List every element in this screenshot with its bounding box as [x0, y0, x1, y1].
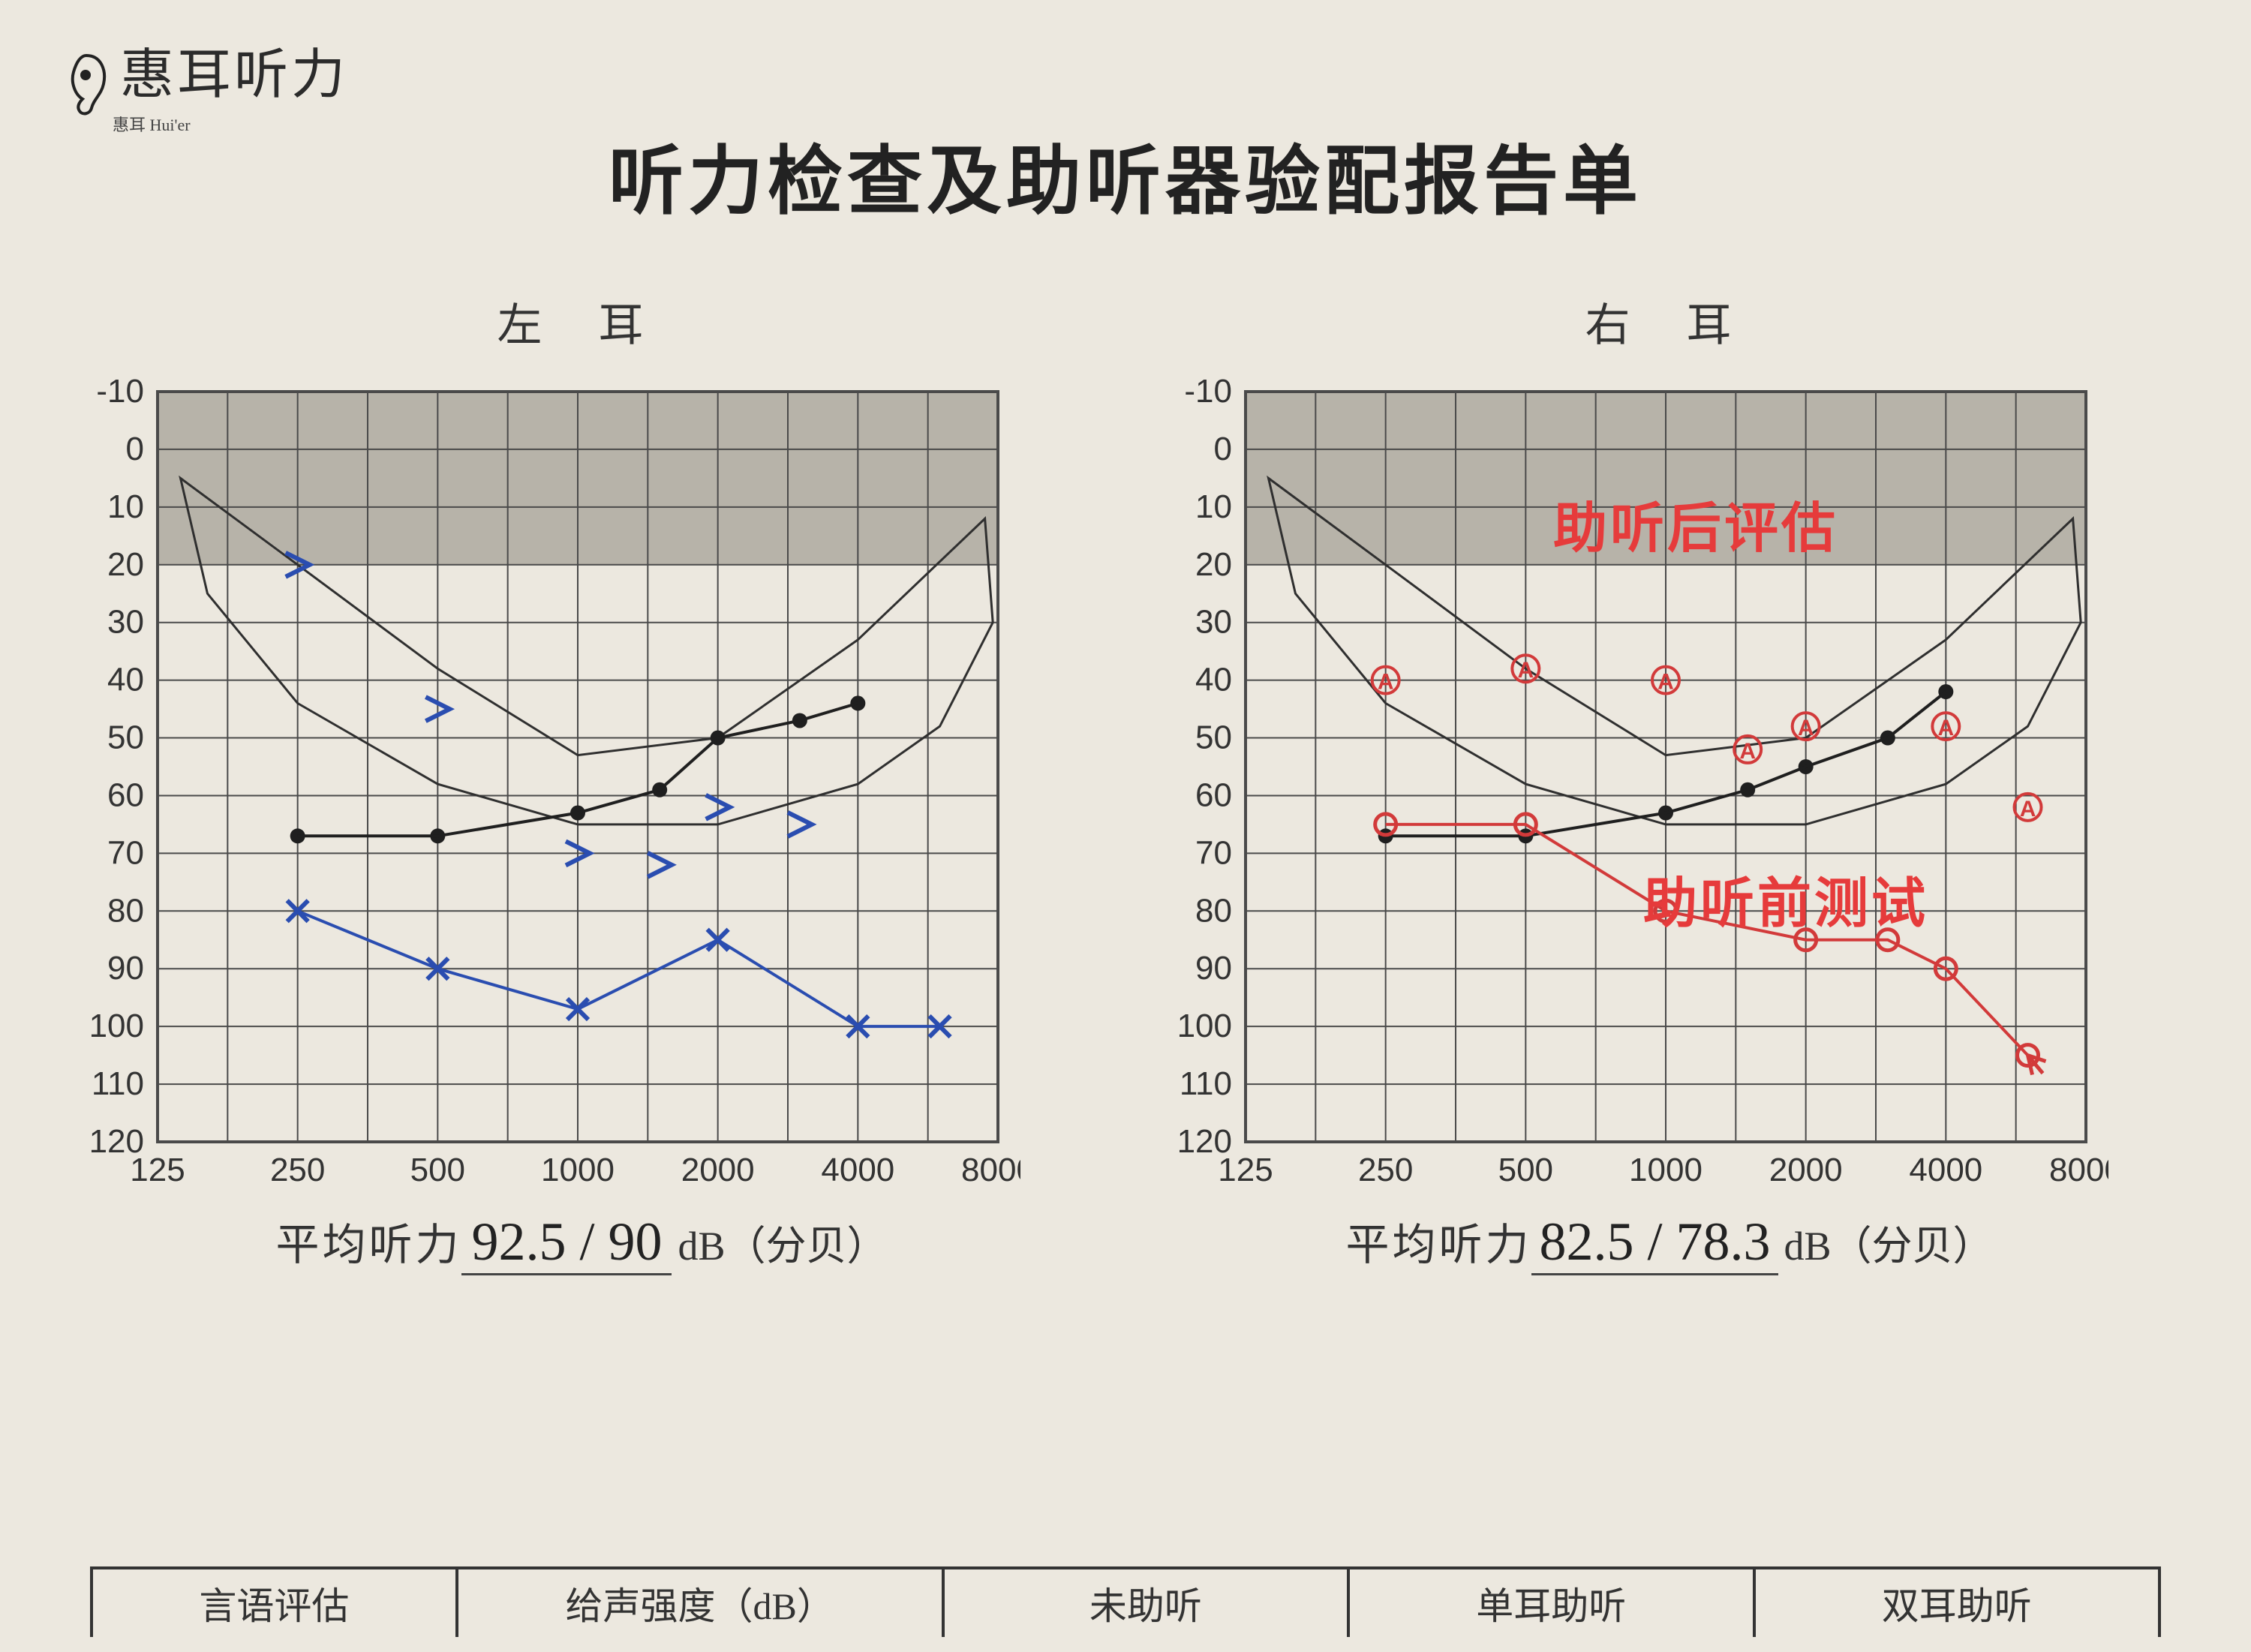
svg-text:10: 10	[107, 488, 144, 525]
hdr-0: 言语评估	[93, 1569, 458, 1637]
svg-text:2000: 2000	[1769, 1152, 1843, 1187]
left-gt-marks	[286, 553, 812, 877]
right-avg-value: 82.5 / 78.3	[1531, 1211, 1778, 1275]
svg-text:4000: 4000	[1909, 1152, 1982, 1187]
svg-text:A: A	[1739, 739, 1756, 764]
brand-sub: 惠耳 Hui'er	[113, 112, 348, 136]
hdr-4: 双耳助听	[1756, 1569, 2158, 1637]
svg-text:8000: 8000	[2049, 1152, 2108, 1187]
svg-text:125: 125	[130, 1152, 185, 1187]
svg-text:250: 250	[1358, 1152, 1413, 1187]
svg-text:20: 20	[1195, 546, 1232, 583]
bottom-headers: 言语评估 给声强度（dB） 未助听 单耳助听 双耳助听	[90, 1566, 2161, 1637]
report-title: 听力检查及助听器验配报告单	[45, 120, 2206, 229]
svg-text:70: 70	[107, 834, 144, 871]
svg-text:10: 10	[1195, 488, 1232, 525]
svg-text:40: 40	[107, 662, 144, 698]
avg-label: 平均听力	[275, 1209, 461, 1272]
left-audiogram: -100102030405060708090100110120125250500…	[75, 377, 1020, 1187]
avg-unit: dB（分贝）	[678, 1212, 887, 1272]
svg-text:30: 30	[1195, 604, 1232, 641]
report-page: 惠耳听力 惠耳 Hui'er 听力检查及助听器验配报告单 左 耳 -10 0 10 2…	[0, 0, 2251, 1652]
brand-name: 惠耳听力	[120, 30, 348, 109]
svg-text:500: 500	[410, 1152, 465, 1187]
charts-row: 左 耳 -10010203040506070809010011012012525…	[45, 289, 2206, 1275]
svg-text:4000: 4000	[821, 1152, 894, 1187]
svg-text:A: A	[1657, 670, 1674, 695]
brand-area: 惠耳听力 惠耳 Hui'er	[60, 30, 348, 136]
svg-text:60: 60	[1195, 776, 1232, 813]
svg-text:A: A	[1798, 716, 1814, 740]
hdr-1: 给声强度（dB）	[458, 1569, 945, 1637]
avg-label: 平均听力	[1345, 1209, 1531, 1272]
svg-text:A: A	[1937, 716, 1954, 740]
left-avg-row: 平均听力 92.5 / 90 dB（分贝）	[75, 1209, 1088, 1275]
svg-text:90: 90	[107, 950, 144, 987]
svg-text:50: 50	[1195, 719, 1232, 756]
svg-text:250: 250	[270, 1152, 325, 1187]
svg-text:A: A	[1378, 670, 1394, 695]
svg-text:A: A	[1517, 658, 1534, 683]
svg-text:100: 100	[1177, 1008, 1232, 1044]
brand-text: 惠耳听力 惠耳 Hui'er	[113, 30, 348, 136]
svg-text:8000: 8000	[961, 1152, 1020, 1187]
right-audiogram: -100102030405060708090100110120125250500…	[1163, 377, 2108, 1187]
svg-text:0: 0	[126, 431, 144, 467]
svg-text:80: 80	[1195, 892, 1232, 929]
svg-text:90: 90	[1195, 950, 1232, 987]
right-ear-block: 右 耳 -10010203040506070809010011012012525…	[1163, 289, 2176, 1275]
svg-text:60: 60	[107, 776, 144, 813]
svg-text:1000: 1000	[1629, 1152, 1703, 1187]
right-avg-row: 平均听力 82.5 / 78.3 dB（分贝）	[1163, 1209, 2176, 1275]
svg-text:110: 110	[1180, 1065, 1232, 1102]
avg-unit: dB（分贝）	[1784, 1212, 1994, 1272]
left-avg-value: 92.5 / 90	[461, 1211, 672, 1275]
right-ear-title: 右 耳	[1163, 289, 2176, 354]
svg-text:1000: 1000	[541, 1152, 615, 1187]
svg-text:0: 0	[1214, 431, 1232, 467]
svg-text:-10: -10	[1184, 377, 1232, 410]
svg-text:40: 40	[1195, 662, 1232, 698]
hdr-3: 单耳助听	[1350, 1569, 1755, 1637]
svg-text:100: 100	[89, 1008, 144, 1044]
svg-text:125: 125	[1218, 1152, 1273, 1187]
svg-text:50: 50	[107, 719, 144, 756]
svg-text:20: 20	[107, 546, 144, 583]
ear-logo-icon	[60, 50, 113, 117]
svg-text:500: 500	[1498, 1152, 1553, 1187]
hdr-2: 未助听	[945, 1569, 1350, 1637]
svg-text:80: 80	[107, 892, 144, 929]
svg-text:70: 70	[1195, 834, 1232, 871]
left-ear-block: 左 耳 -10010203040506070809010011012012525…	[75, 289, 1088, 1275]
left-ear-title: 左 耳	[75, 289, 1088, 354]
svg-text:-10: -10	[96, 377, 144, 410]
svg-text:110: 110	[92, 1065, 144, 1102]
svg-text:30: 30	[107, 604, 144, 641]
svg-text:A: A	[2020, 797, 2036, 821]
svg-text:2000: 2000	[681, 1152, 755, 1187]
